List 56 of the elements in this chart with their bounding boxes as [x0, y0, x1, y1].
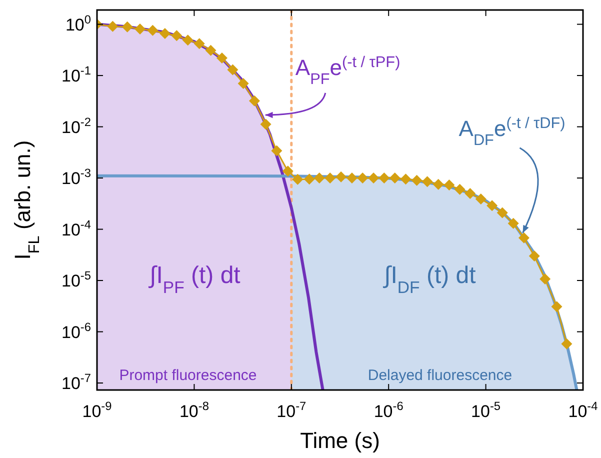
point [508, 218, 519, 229]
point [282, 166, 294, 177]
point [205, 44, 216, 56]
point [357, 172, 368, 184]
point [227, 64, 238, 76]
annotation: A$_{DF}$e$^{(-t / τDF)}$ [458, 114, 566, 148]
point [389, 172, 400, 184]
y-tick-label: 10$^{-2}$ [62, 114, 92, 137]
x-tick-label: 10$^{-8}$ [179, 399, 210, 421]
y-tick-label: 10$^{0}$ [65, 12, 92, 34]
point [368, 172, 380, 184]
y-tick-label: 10$^{-1}$ [62, 64, 92, 86]
y-tick-label: 10$^{-6}$ [62, 320, 92, 342]
point [304, 174, 315, 185]
y-tick-label: 10$^{-7}$ [62, 370, 92, 393]
point [314, 172, 325, 184]
point [271, 145, 282, 156]
point [422, 176, 433, 188]
point [411, 174, 422, 186]
point [496, 207, 508, 218]
point [248, 95, 260, 106]
point [464, 188, 476, 199]
x-axis-title: Time (s) [300, 428, 380, 453]
y-tick-label: 10$^{-3}$ [62, 166, 92, 188]
annotation: A$_{PF}$e$^{(-t / τPF)}$ [295, 53, 400, 88]
annotation: ∫I$_{PF}$ (t) dt [148, 262, 241, 296]
y-tick-label: 10$^{-5}$ [62, 268, 92, 291]
point [260, 118, 272, 130]
point [528, 250, 540, 262]
point [400, 174, 412, 185]
point [444, 180, 455, 191]
point [292, 174, 304, 185]
point [518, 232, 530, 244]
point [336, 171, 347, 182]
x-tick-label: 10$^{-6}$ [374, 399, 404, 421]
point [540, 274, 551, 284]
point [216, 52, 228, 64]
x-tick-label: 10$^{-5}$ [471, 399, 501, 421]
point [475, 193, 486, 204]
point [324, 172, 336, 184]
point [346, 172, 358, 184]
point [486, 200, 498, 212]
point [551, 301, 562, 312]
x-tick-label: 10$^{-9}$ [82, 399, 112, 421]
point [432, 178, 444, 190]
y-tick-label: 10$^{-4}$ [62, 217, 92, 240]
point [194, 38, 205, 50]
x-tick-label: 10$^{-7}$ [276, 399, 307, 421]
point [454, 184, 466, 195]
x-tick-label: 10$^{-4}$ [568, 399, 598, 421]
annotation: Prompt fluorescence [119, 367, 257, 384]
annotation: ∫I$_{DF}$ (t) dt [382, 262, 476, 296]
annotation: Delayed fluorescence [368, 367, 512, 384]
point [561, 338, 572, 350]
point [238, 78, 249, 89]
point [378, 172, 390, 184]
